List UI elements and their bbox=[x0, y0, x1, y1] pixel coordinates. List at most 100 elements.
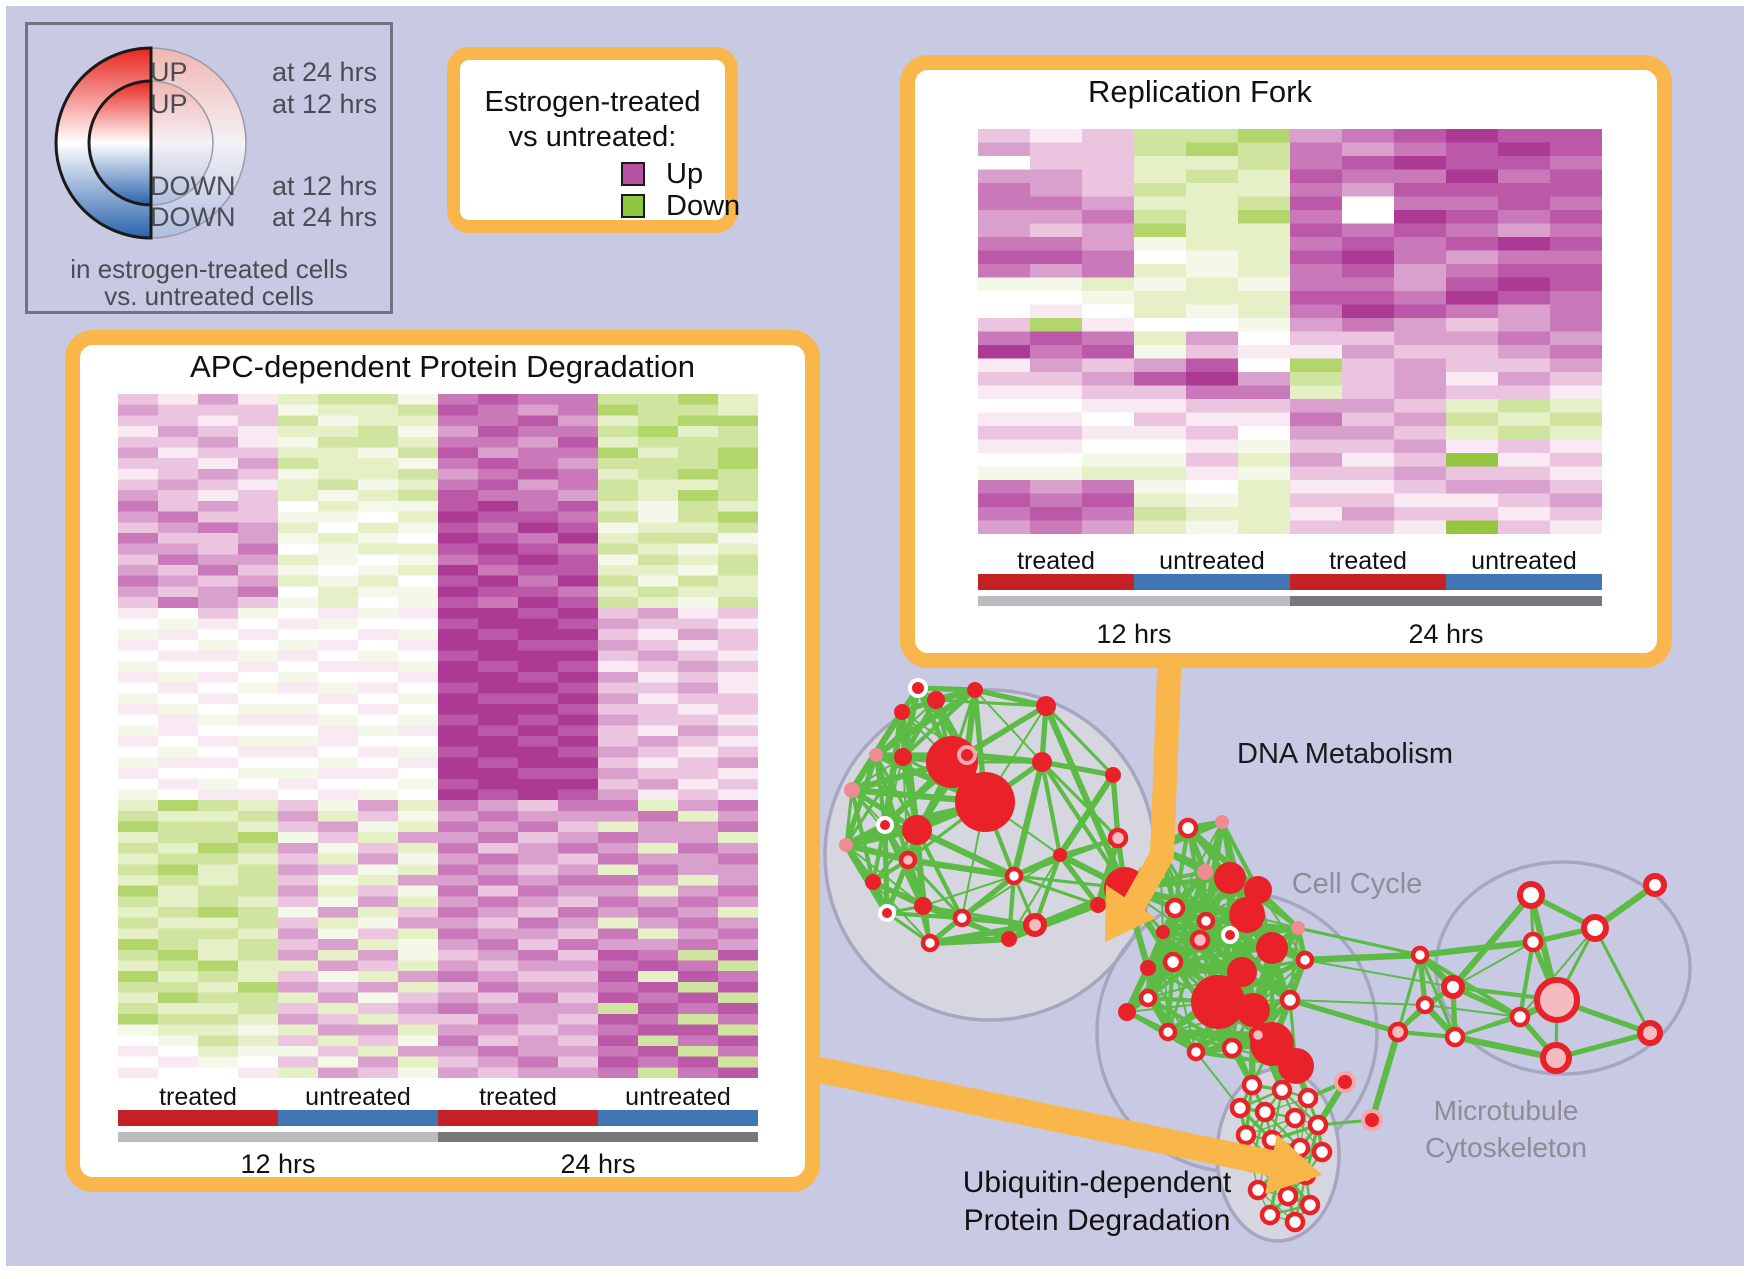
heatmap-cell bbox=[1082, 304, 1134, 318]
heatmap-cell bbox=[278, 981, 318, 993]
heatmap-cell bbox=[158, 511, 198, 523]
heatmap-cell bbox=[238, 832, 278, 843]
heatmap-cell bbox=[1550, 412, 1602, 426]
heatmap-cell bbox=[1394, 156, 1446, 170]
heatmap-cell bbox=[278, 703, 318, 715]
heatmap-cell bbox=[1134, 264, 1186, 278]
heatmap-cell bbox=[1082, 412, 1134, 426]
heatmap-cell bbox=[238, 885, 278, 897]
heatmap-cell bbox=[198, 682, 238, 694]
heatmap-cell bbox=[238, 404, 278, 416]
heatmap-cell bbox=[1134, 196, 1186, 210]
heatmap-cell bbox=[1342, 412, 1394, 426]
heatmap-cell bbox=[518, 522, 558, 533]
heatmap-cell bbox=[518, 404, 558, 416]
heatmap-cell bbox=[518, 618, 558, 630]
heatmap-cell bbox=[358, 1024, 398, 1036]
heatmap-cell bbox=[118, 1056, 158, 1068]
heatmap-cell bbox=[438, 394, 478, 405]
heatmap-cell bbox=[478, 874, 518, 886]
heatmap-cell bbox=[438, 468, 478, 480]
heatmap-cell bbox=[598, 768, 638, 779]
heatmap-cell bbox=[478, 565, 518, 576]
heatmap-cell bbox=[518, 1035, 558, 1046]
heatmap-cell bbox=[1550, 318, 1602, 332]
heatmap-cell bbox=[638, 1045, 678, 1057]
heatmap-cell bbox=[478, 885, 518, 897]
heatmap-cell bbox=[118, 629, 158, 640]
heatmap-cell bbox=[238, 436, 278, 448]
heatmap-cell bbox=[318, 1013, 358, 1025]
heatmap-cell bbox=[1550, 223, 1602, 237]
heatmap-cell bbox=[1342, 358, 1394, 372]
heatmap-cell bbox=[478, 661, 518, 672]
heatmap-cell bbox=[118, 832, 158, 843]
network-edge bbox=[898, 711, 921, 831]
heatmap-cell bbox=[558, 896, 598, 907]
heatmap-cell bbox=[318, 458, 358, 469]
heatmap-cell bbox=[1498, 385, 1550, 399]
heatmap-cell bbox=[718, 939, 758, 950]
heatmap-cell bbox=[438, 597, 478, 608]
heatmap-cell bbox=[318, 1056, 358, 1068]
heatmap-cell bbox=[558, 1045, 598, 1057]
network-edge bbox=[1297, 926, 1421, 957]
network-node-red bbox=[894, 748, 912, 766]
heatmap-cell bbox=[638, 874, 678, 886]
heatmap-cell bbox=[1082, 439, 1134, 453]
heatmap-cell bbox=[118, 458, 158, 469]
heatmap-cell bbox=[718, 1003, 758, 1014]
heatmap-cell bbox=[478, 853, 518, 865]
heatmap-cell bbox=[978, 210, 1030, 224]
heatmap-cell bbox=[638, 800, 678, 811]
heatmap-cell bbox=[438, 618, 478, 630]
heatmap-cell bbox=[638, 404, 678, 416]
heatmap-cell bbox=[238, 415, 278, 427]
network-node-red bbox=[1227, 957, 1257, 987]
heatmap-cell bbox=[398, 490, 438, 501]
heatmap-cell bbox=[598, 693, 638, 704]
heatmap-cell bbox=[718, 725, 758, 736]
heatmap-cell bbox=[118, 949, 158, 961]
heatmap-cell bbox=[598, 928, 638, 940]
heatmap-cell bbox=[558, 810, 598, 822]
heatmap-cell bbox=[978, 142, 1030, 156]
heatmap-cell bbox=[198, 458, 238, 469]
flow-arrow-head bbox=[1105, 885, 1156, 942]
heatmap-cell bbox=[398, 949, 438, 961]
network-edge bbox=[1146, 996, 1234, 1050]
heatmap-cell bbox=[1134, 142, 1186, 156]
heatmap-cell bbox=[1498, 169, 1550, 183]
heatmap-cell bbox=[638, 543, 678, 555]
network-node-red bbox=[1229, 897, 1265, 933]
heatmap-cell bbox=[518, 778, 558, 790]
heatmap-cell bbox=[158, 703, 198, 715]
heatmap-cell bbox=[158, 821, 198, 833]
network-node-red bbox=[967, 682, 983, 698]
heatmap-cell bbox=[518, 1056, 558, 1068]
heatmap-cell bbox=[198, 426, 238, 437]
heatmap-cell bbox=[558, 436, 598, 448]
network-node-pink bbox=[1197, 864, 1213, 880]
legend-down-12-time: at 12 hrs bbox=[272, 171, 378, 201]
heatmap-cell bbox=[118, 565, 158, 576]
heatmap-cell bbox=[238, 800, 278, 811]
untreated-bar bbox=[598, 1110, 758, 1126]
heatmap-cell bbox=[318, 757, 358, 769]
network-node-red bbox=[955, 772, 1015, 832]
heatmap-cell bbox=[1238, 439, 1290, 453]
heatmap-cell bbox=[158, 618, 198, 630]
heatmap-cell bbox=[438, 1035, 478, 1046]
heatmap-cell bbox=[238, 768, 278, 779]
heatmap-cell bbox=[278, 618, 318, 630]
heatmap-cell bbox=[1134, 466, 1186, 480]
heatmap-cell bbox=[598, 607, 638, 619]
heatmap-cell bbox=[278, 650, 318, 662]
heatmap-cell bbox=[1186, 318, 1238, 332]
heatmap-cell bbox=[1134, 237, 1186, 251]
heatmap-cell bbox=[558, 618, 598, 630]
heatmap-cell bbox=[278, 639, 318, 651]
heatmap-cell bbox=[158, 1056, 198, 1068]
heatmap-cell bbox=[398, 981, 438, 993]
heatmap-cell bbox=[238, 757, 278, 769]
